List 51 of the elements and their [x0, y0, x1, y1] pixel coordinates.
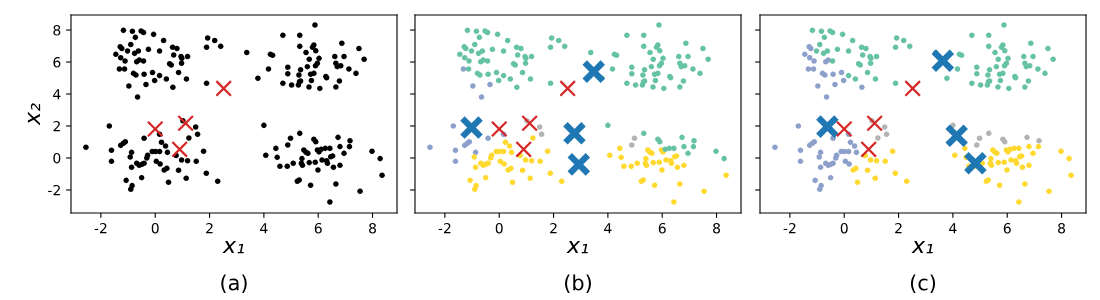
point [963, 151, 988, 176]
x-tick-label: 6 [658, 222, 666, 234]
x-tick-label: 0 [495, 222, 503, 234]
point [815, 114, 840, 139]
point [521, 114, 539, 132]
point [562, 121, 587, 146]
point [559, 80, 577, 97]
y-tick-label: 2 [53, 120, 60, 132]
x-tick-label: 6 [1003, 222, 1011, 234]
y-tick-label: -2 [48, 184, 60, 196]
point [866, 114, 884, 132]
text: (b) [565, 274, 591, 293]
y-tick-label: 8 [53, 25, 61, 36]
text: (c) [910, 274, 936, 293]
point [177, 114, 195, 132]
x-tick-label: 8 [713, 222, 721, 234]
point [835, 120, 853, 138]
y-axis-title: x₂ [27, 103, 41, 126]
x-tick-label: 2 [550, 222, 557, 234]
x-tick-label: 4 [260, 223, 268, 234]
x-tick-label: 0 [151, 222, 159, 234]
x-tick-label: 8 [1058, 222, 1066, 234]
y-tick-label: 0 [53, 152, 61, 164]
x-axis-title: x₁ [222, 240, 244, 254]
x-tick-label: 6 [314, 222, 322, 234]
x-tick-label: -2 [438, 222, 451, 234]
x-axis-title: x₁ [911, 240, 933, 254]
point [515, 140, 533, 158]
y-tick-label: 6 [53, 56, 61, 68]
x-tick-label: 8 [369, 222, 377, 234]
x-tick-label: -2 [783, 222, 796, 234]
point [860, 140, 878, 158]
point [215, 80, 233, 97]
x-axis-title: x₁ [566, 240, 588, 254]
x-tick-label: 4 [604, 223, 612, 234]
point [904, 80, 922, 97]
x-tick-label: 4 [949, 223, 957, 234]
y-tick-label: 4 [53, 89, 61, 100]
text: (a) [221, 274, 247, 293]
point [930, 48, 956, 73]
point [459, 115, 484, 140]
x-tick-label: 0 [840, 222, 848, 234]
point [581, 59, 606, 84]
point [566, 152, 591, 177]
point [146, 120, 164, 138]
x-tick-label: 2 [206, 222, 213, 234]
x-tick-label: 2 [895, 222, 902, 234]
point [944, 123, 969, 148]
point [490, 120, 508, 138]
point [171, 140, 189, 158]
x-tick-label: -2 [94, 222, 107, 234]
